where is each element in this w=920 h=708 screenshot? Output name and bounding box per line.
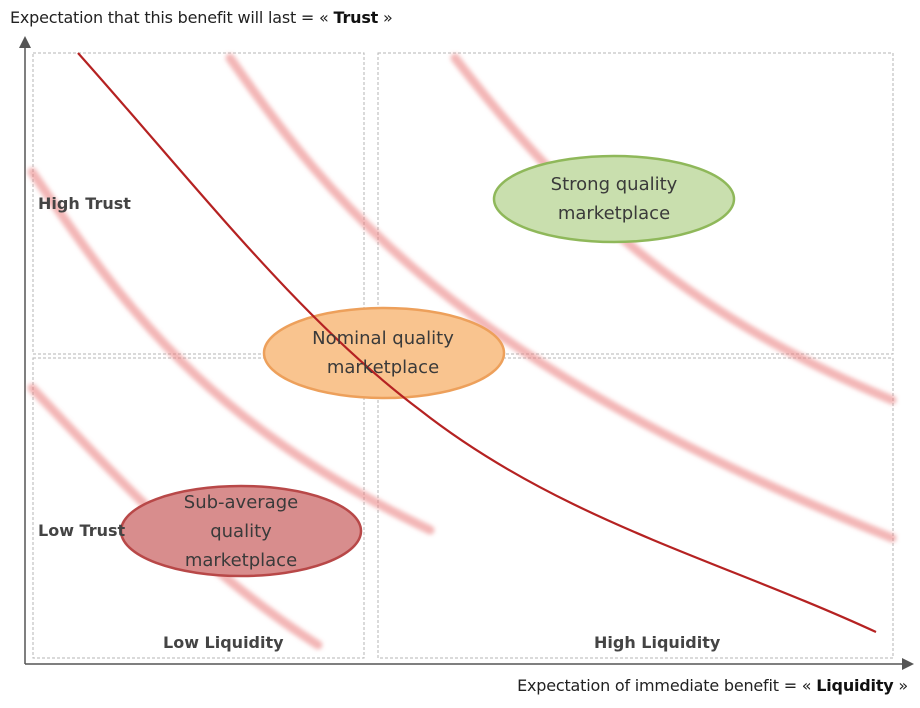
high-trust-label: High Trust: [38, 194, 131, 213]
y-axis-title-prefix: Expectation that this benefit will last …: [10, 8, 329, 27]
nominal-marketplace-line-1: Nominal quality: [312, 328, 454, 349]
quadrant-low-trust-low-liquidity: [32, 357, 365, 659]
low-trust-label: Low Trust: [38, 521, 126, 540]
indifference-curve-2: [27, 167, 435, 535]
indifference-curves: [27, 53, 897, 650]
x-axis-title: Expectation of immediate benefit = « Liq…: [517, 676, 908, 695]
nominal-marketplace-line-2: marketplace: [326, 357, 440, 378]
quadrant-high-trust-high-liquidity: [377, 52, 894, 355]
indifference-curve-4: [450, 53, 897, 405]
nominal-marketplace-label: Nominal quality marketplace: [283, 324, 483, 382]
x-axis-title-prefix: Expectation of immediate benefit = «: [517, 676, 812, 695]
y-axis-title-suffix: »: [383, 8, 393, 27]
strong-marketplace-ellipse: [492, 154, 736, 244]
sub-average-marketplace-label: Sub-average quality marketplace: [141, 488, 341, 575]
nominal-marketplace-ellipse: [262, 306, 506, 400]
quadrant-high-trust-low-liquidity: [32, 52, 365, 355]
strong-marketplace-line-2: marketplace: [557, 203, 671, 224]
indifference-curve-3: [225, 53, 897, 543]
main-curve: [77, 52, 877, 633]
sub-average-marketplace-line-3: marketplace: [184, 550, 298, 571]
low-liquidity-label: Low Liquidity: [163, 633, 284, 652]
strong-marketplace-label: Strong quality marketplace: [514, 170, 714, 228]
strong-marketplace-line-1: Strong quality: [550, 174, 678, 195]
high-liquidity-label: High Liquidity: [594, 633, 721, 652]
x-axis-title-keyword: Liquidity: [816, 676, 894, 695]
sub-average-marketplace-line-2: quality: [210, 521, 272, 542]
x-axis-title-suffix: »: [898, 676, 908, 695]
y-axis-title-keyword: Trust: [333, 8, 379, 27]
y-axis-title: Expectation that this benefit will last …: [10, 8, 393, 27]
sub-average-marketplace-ellipse: [119, 484, 363, 578]
sub-average-marketplace-line-1: Sub-average: [183, 492, 299, 513]
